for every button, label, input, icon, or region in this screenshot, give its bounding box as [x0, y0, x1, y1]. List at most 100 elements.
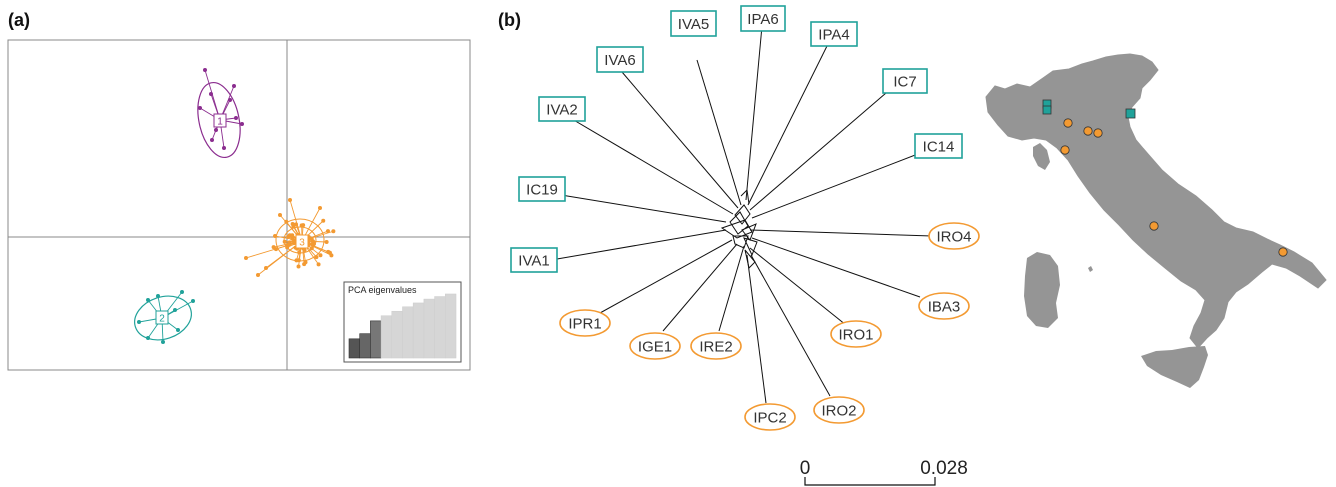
site-square — [1042, 105, 1052, 115]
tip-box-ipa6 — [740, 5, 786, 32]
scale-bar-line — [804, 477, 936, 486]
pca-point — [278, 213, 282, 217]
tip-oval-iba3 — [918, 292, 970, 320]
pca-point — [292, 240, 297, 245]
branch-iva6 — [621, 71, 739, 209]
pca-point — [198, 106, 202, 110]
pca-point — [318, 206, 322, 210]
tip-box-ic19 — [518, 176, 566, 202]
pca-scatter-plot: 1 2 3 PCA eigenvalues — [7, 39, 471, 371]
branch-ipr1 — [599, 239, 733, 314]
corsica — [1033, 143, 1050, 170]
tip-label-ige1: IGE1 — [638, 339, 672, 356]
eigenvalue-bar — [380, 315, 393, 359]
branch-iro2 — [750, 254, 831, 397]
tip-label-iva6: IVA6 — [604, 52, 635, 69]
tip-oval-iro4 — [928, 222, 980, 250]
scale-bar-left: 0 — [800, 458, 811, 479]
sardinia — [1024, 252, 1060, 328]
sicily — [1141, 346, 1208, 388]
branch-iro1 — [749, 247, 847, 326]
eigenvalue-bar — [359, 333, 371, 359]
eigenvalue-bar — [412, 302, 425, 359]
pca-point — [299, 223, 304, 228]
pca-point — [282, 239, 287, 244]
eigenvalue-bar — [434, 296, 446, 359]
pca-point — [321, 218, 326, 223]
eigenvalue-bars — [348, 293, 457, 359]
pca-point — [294, 222, 299, 227]
tip-label-ipa4: IPA4 — [818, 27, 849, 44]
tip-label-ipc2: IPC2 — [753, 410, 786, 427]
tip-label-iva5: IVA5 — [678, 16, 709, 33]
pca-point — [244, 256, 248, 260]
pca-point — [256, 273, 260, 277]
pca-point — [314, 255, 319, 260]
tip-label-ic7: IC7 — [893, 74, 916, 91]
eigenvalue-title: PCA eigenvalues — [348, 285, 417, 295]
tip-box-ic14 — [914, 133, 963, 159]
pca-point — [284, 219, 289, 224]
tip-label-iva1: IVA1 — [518, 253, 549, 270]
tip-box-iva1 — [510, 247, 558, 273]
pca-point — [228, 98, 232, 102]
pca-point — [203, 68, 207, 72]
site-circle — [1093, 128, 1103, 138]
group-1-centroid-box — [213, 113, 227, 128]
pca-point — [325, 229, 330, 234]
tip-label-iro2: IRO2 — [821, 403, 856, 420]
tip-oval-ige1 — [629, 332, 681, 360]
pca-point — [287, 233, 292, 238]
tip-oval-ipc2 — [744, 403, 796, 431]
tip-box-iva2 — [538, 96, 586, 122]
site-circle — [1060, 145, 1070, 155]
pca-point — [287, 240, 292, 245]
pca-point — [290, 236, 295, 241]
panel-b-label: (b) — [498, 10, 521, 30]
pca-point — [318, 253, 323, 258]
pca-point — [161, 340, 165, 344]
pca-point — [290, 222, 295, 227]
pca-spoke — [289, 199, 303, 242]
branch-iva1 — [556, 229, 727, 260]
pca-point — [264, 266, 268, 270]
pca-point — [146, 336, 150, 340]
pca-point — [209, 92, 213, 96]
tip-box-ipa4 — [810, 21, 858, 47]
tip-oval-ipr1 — [559, 309, 611, 337]
pca-point — [297, 250, 302, 255]
italy-map — [985, 53, 1327, 388]
group-3-centroid-box — [295, 234, 309, 249]
pca-point — [173, 308, 177, 312]
group-3-label: 3 — [299, 238, 305, 249]
pca-point — [316, 262, 321, 267]
tip-box-iva6 — [596, 46, 644, 73]
pca-point — [146, 298, 150, 302]
pca-point — [310, 242, 315, 247]
eigenvalue-bar — [391, 310, 403, 359]
tip-label-iba3: IBA3 — [928, 299, 961, 316]
eigenvalue-bar — [348, 338, 360, 359]
pca-point — [191, 299, 195, 303]
pca-point — [329, 253, 334, 258]
pca-point — [232, 84, 236, 88]
neighbor-joining-tree: IVA5 IPA6 IPA4 IVA6 IC7 IVA2 IC14 IC19 I… — [510, 5, 980, 486]
tip-label-ic19: IC19 — [526, 182, 558, 199]
branch-iba3 — [751, 237, 921, 298]
tip-label-iva2: IVA2 — [546, 102, 577, 119]
branch-ipa6 — [745, 25, 763, 201]
scale-bar-right: 0.028 — [920, 458, 968, 479]
eigenvalue-bar — [423, 298, 435, 359]
panel-a-label: (a) — [8, 10, 30, 30]
site-circle — [1149, 221, 1159, 231]
pca-point — [331, 229, 336, 234]
branch-ige1 — [662, 243, 738, 332]
group-1-label: 1 — [217, 117, 223, 128]
italy-mainland — [985, 53, 1327, 349]
pca-point — [156, 294, 160, 298]
tip-label-ipa6: IPA6 — [747, 11, 778, 28]
branch-ipc2 — [746, 254, 767, 404]
scale-bar: 0 0.028 — [800, 458, 968, 486]
pca-point — [176, 328, 180, 332]
